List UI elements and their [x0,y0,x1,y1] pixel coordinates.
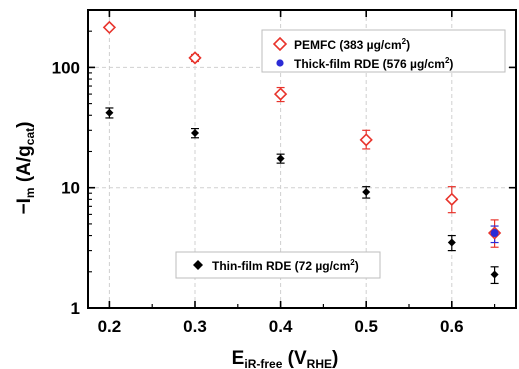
data-point-thin-film [447,238,456,247]
x-axis-title-paren-sub: RHE [307,357,332,369]
x-tick-label: 0.3 [183,317,207,336]
y-tick-labels: 1 10 100 [52,58,80,318]
data-point-pemfc [188,51,202,65]
data-point-thin-film [105,108,114,117]
legend-label-thin-film-sup: 2 [350,258,355,267]
svg-text:PEMFC (383 µg/cm2): PEMFC (383 µg/cm2) [294,37,410,52]
error-bars [105,53,499,285]
legend-marker-open-diamond [272,36,288,52]
legend-top: PEMFC (383 µg/cm2) Thick-film RDE (576 µ… [261,29,506,73]
x-axis-title-main: E [232,348,245,369]
plot-frame [87,9,517,309]
legend-item-thin-film: Thin-film RDE (72 µg/cm2) [193,258,359,273]
y-axis-title-sub-cat: cat [23,128,37,145]
y-axis-title: −Im (A/gcat) [14,122,37,215]
legend-label-pemfc-close: ) [406,38,410,52]
data-point-thin-film [276,154,285,163]
y-tick-label: 10 [61,179,80,198]
legend-item-thick-film: Thick-film RDE (576 µg/cm2) [276,56,453,71]
legend-label-pemfc: PEMFC (383 µg/cm [294,38,402,52]
data-point-pemfc [359,133,373,147]
y-axis-title-prefix: −I [14,198,35,214]
x-tick-label: 0.5 [354,317,378,336]
legend-label-thick-film-close: ) [449,57,453,71]
legend-label-thin-film-close: ) [355,259,359,273]
axis-ticks [88,10,516,309]
y-tick-label: 100 [52,58,80,77]
x-tick-label: 0.6 [440,317,464,336]
legend-marker-filled-diamond [193,260,203,270]
legend-label-pemfc-sup: 2 [402,37,407,46]
legend-label-thin-film: Thin-film RDE (72 µg/cm [212,259,350,273]
data-point-pemfc [445,192,459,206]
data-point-thin-film [362,188,371,197]
data-point-thin-film [191,128,199,137]
data-markers [102,20,502,279]
legend-label-thick-film: Thick-film RDE (576 µg/cm [294,57,445,71]
x-tick-label: 0.4 [269,317,293,336]
data-point-pemfc [273,87,288,101]
legend-bottom: Thin-film RDE (72 µg/cm2) [175,251,381,279]
legend-marker-filled-circle [276,59,284,67]
y-axis-title-sub-m: m [23,187,37,198]
x-axis-title-paren-close: ) [332,348,338,369]
y-axis-title-suffix: ) [14,122,35,128]
svg-text:Thin-film RDE (72 µg/cm2): Thin-film RDE (72 µg/cm2) [212,258,359,273]
y-axis-title-mid: (A/g [14,145,35,187]
data-point-thin-film [490,270,499,279]
data-point-pemfc [102,20,117,35]
legend-label-thick-film-sup: 2 [445,56,450,65]
x-tick-label: 0.2 [98,317,122,336]
x-tick-labels: 0.2 0.3 0.4 0.5 0.6 [98,317,464,336]
x-axis-title-sub: iR-free [244,357,282,369]
y-tick-label: 1 [71,299,80,318]
svg-text:Thick-film RDE (576 µg/cm2): Thick-film RDE (576 µg/cm2) [294,56,453,71]
legend-item-pemfc: PEMFC (383 µg/cm2) [272,36,410,52]
data-point-thick-film [490,229,499,238]
x-axis-title-paren-open: (V [282,348,307,369]
x-axis-title: EiR-free (VRHE) [232,348,339,369]
